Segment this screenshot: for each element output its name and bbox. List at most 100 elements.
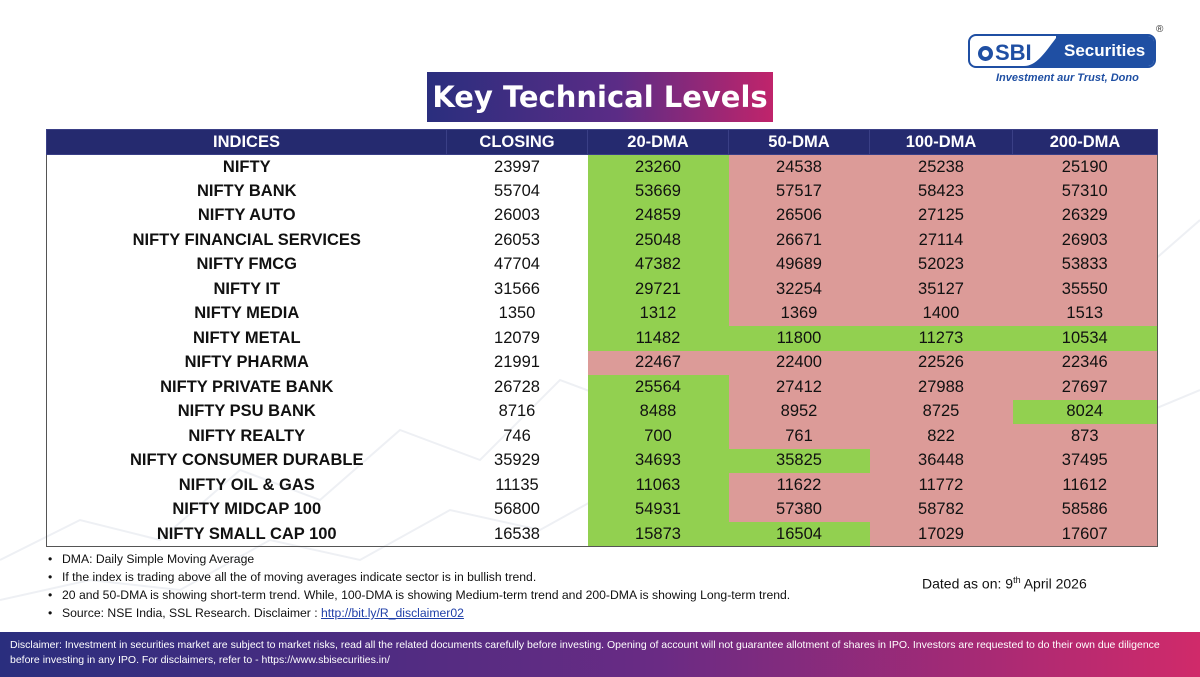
- closing-cell: 23997: [494, 157, 540, 176]
- dma100-cell: 27988: [869, 375, 1013, 400]
- table-row: NIFTY MIDCAP 100 56800 54931 57380 58782 5858…: [47, 497, 1158, 522]
- sbi-keyhole-icon: [978, 46, 993, 61]
- dma100-cell: 11772: [869, 473, 1013, 498]
- table-row: NIFTY PSU BANK 8716 8488 8952 8725 8024: [47, 399, 1158, 424]
- dma100-cell: 8725: [869, 399, 1013, 424]
- dma200-cell: 26903: [1012, 228, 1158, 253]
- dma20-cell: 23260: [587, 154, 729, 179]
- index-name-cell: NIFTY AUTO: [197, 206, 296, 225]
- index-name-cell: NIFTY PHARMA: [184, 353, 309, 372]
- table-row: NIFTY AUTO 26003 24859 26506 27125 26329: [47, 203, 1158, 228]
- dma20-cell: 29721: [587, 277, 729, 302]
- dma20-cell: 15873: [587, 522, 729, 547]
- dma100-cell: 22526: [869, 350, 1013, 375]
- dma200-cell: 53833: [1012, 252, 1158, 277]
- dma200-cell: 17607: [1012, 522, 1158, 547]
- header-100-dma: 100-DMA: [869, 129, 1013, 155]
- dma20-cell: 24859: [587, 203, 729, 228]
- table-row: NIFTY FINANCIAL SERVICES 26053 25048 26671 2…: [47, 228, 1158, 253]
- note-item: 20 and 50-DMA is showing short-term tren…: [48, 586, 790, 604]
- header-closing: CLOSING: [446, 129, 588, 155]
- table-row: NIFTY METAL 12079 11482 11800 11273 10534: [47, 326, 1158, 351]
- dated-suffix: th: [1013, 575, 1021, 585]
- closing-cell: 26003: [494, 206, 540, 225]
- index-name-cell: NIFTY METAL: [192, 328, 301, 347]
- dma50-cell: 761: [728, 424, 870, 449]
- logo-swoosh-icon: [1024, 38, 1062, 66]
- logo-brand-text: SBI: [995, 40, 1032, 65]
- note-source: Source: NSE India, SSL Research. Disclai…: [48, 604, 790, 622]
- index-name-cell: NIFTY SMALL CAP 100: [156, 524, 337, 543]
- dma200-cell: 25190: [1012, 154, 1158, 179]
- dma200-cell: 10534: [1012, 326, 1158, 351]
- table-row: NIFTY SMALL CAP 100 16538 15873 16504 17029 1…: [47, 522, 1158, 547]
- table-row: NIFTY CONSUMER DURABLE 35929 34693 35825 364…: [47, 448, 1158, 473]
- header-20-dma: 20-DMA: [587, 129, 729, 155]
- dma50-cell: 26671: [728, 228, 870, 253]
- dated-prefix: Dated as on: 9: [922, 575, 1014, 592]
- logo-brand: SBI: [978, 40, 1032, 66]
- dma20-cell: 54931: [587, 497, 729, 522]
- header-200-dma: 200-DMA: [1012, 129, 1158, 155]
- index-name-cell: NIFTY CONSUMER DURABLE: [130, 451, 364, 470]
- index-name-cell: NIFTY MIDCAP 100: [172, 500, 322, 519]
- dma100-cell: 25238: [869, 154, 1013, 179]
- dma100-cell: 11273: [869, 326, 1013, 351]
- note-item: If the index is trading above all the of…: [48, 568, 790, 586]
- footer-disclaimer: Disclaimer: Investment in securities mar…: [0, 632, 1200, 677]
- dma100-cell: 17029: [869, 522, 1013, 547]
- logo-product: Securities: [1056, 36, 1154, 66]
- table-row: NIFTY REALTY 746 700 761 822 873: [47, 424, 1158, 449]
- table-row: NIFTY FMCG 47704 47382 49689 52023 53833: [47, 252, 1158, 277]
- dma50-cell: 49689: [728, 252, 870, 277]
- logo-tagline: Investment aur Trust, Dono: [996, 72, 1139, 84]
- dma200-cell: 873: [1012, 424, 1158, 449]
- table-row: NIFTY BANK 55704 53669 57517 58423 57310: [47, 179, 1158, 204]
- header-indices: INDICES: [46, 129, 447, 155]
- index-name-cell: NIFTY PSU BANK: [177, 402, 316, 421]
- dma100-cell: 35127: [869, 277, 1013, 302]
- dma100-cell: 27114: [869, 228, 1013, 253]
- dma20-cell: 11063: [587, 473, 729, 498]
- dma200-cell: 37495: [1012, 448, 1158, 473]
- technical-levels-table: INDICES CLOSING 20-DMA 50-DMA 100-DMA 20…: [46, 129, 1158, 547]
- dma200-cell: 1513: [1012, 301, 1158, 326]
- closing-cell: 35929: [494, 451, 540, 470]
- dma50-cell: 57380: [728, 497, 870, 522]
- dma200-cell: 35550: [1012, 277, 1158, 302]
- dma200-cell: 8024: [1012, 399, 1158, 424]
- closing-cell: 21991: [494, 353, 540, 372]
- dma100-cell: 52023: [869, 252, 1013, 277]
- disclaimer-link[interactable]: http://bit.ly/R_disclaimer02: [320, 606, 464, 620]
- closing-cell: 56800: [494, 500, 540, 519]
- closing-cell: 8716: [498, 402, 536, 421]
- dma20-cell: 8488: [587, 399, 729, 424]
- source-text: Source: NSE India, SSL Research. Disclai…: [62, 606, 321, 620]
- closing-cell: 26728: [494, 377, 540, 396]
- dma50-cell: 24538: [728, 154, 870, 179]
- dma20-cell: 1312: [587, 301, 729, 326]
- dma20-cell: 22467: [587, 350, 729, 375]
- table-body: NIFTY 23997 23260 24538 25238 25190 NIFTY BANK…: [46, 154, 1158, 547]
- index-name-cell: NIFTY OIL & GAS: [178, 475, 315, 494]
- dma50-cell: 8952: [728, 399, 870, 424]
- page-title: Key Technical Levels: [427, 72, 773, 122]
- dma20-cell: 11482: [587, 326, 729, 351]
- logo-box: SBI Securities: [968, 34, 1156, 68]
- closing-cell: 1350: [498, 304, 536, 323]
- dma50-cell: 27412: [728, 375, 870, 400]
- index-name-cell: NIFTY BANK: [196, 181, 297, 200]
- closing-cell: 11135: [495, 475, 539, 494]
- table-header-row: INDICES CLOSING 20-DMA 50-DMA 100-DMA 20…: [46, 129, 1158, 155]
- closing-cell: 746: [503, 426, 531, 445]
- dma50-cell: 26506: [728, 203, 870, 228]
- table-row: NIFTY OIL & GAS 11135 11063 11622 11772 11612: [47, 473, 1158, 498]
- table-row: NIFTY PRIVATE BANK 26728 25564 27412 27988 27…: [47, 375, 1158, 400]
- dma20-cell: 53669: [587, 179, 729, 204]
- index-name-cell: NIFTY FINANCIAL SERVICES: [132, 230, 361, 249]
- table-row: NIFTY 23997 23260 24538 25238 25190: [47, 154, 1158, 179]
- index-name-cell: NIFTY PRIVATE BANK: [160, 377, 334, 396]
- notes-list: DMA: Daily Simple Moving Average If the …: [48, 550, 790, 622]
- index-name-cell: NIFTY MEDIA: [194, 304, 300, 323]
- dma50-cell: 57517: [728, 179, 870, 204]
